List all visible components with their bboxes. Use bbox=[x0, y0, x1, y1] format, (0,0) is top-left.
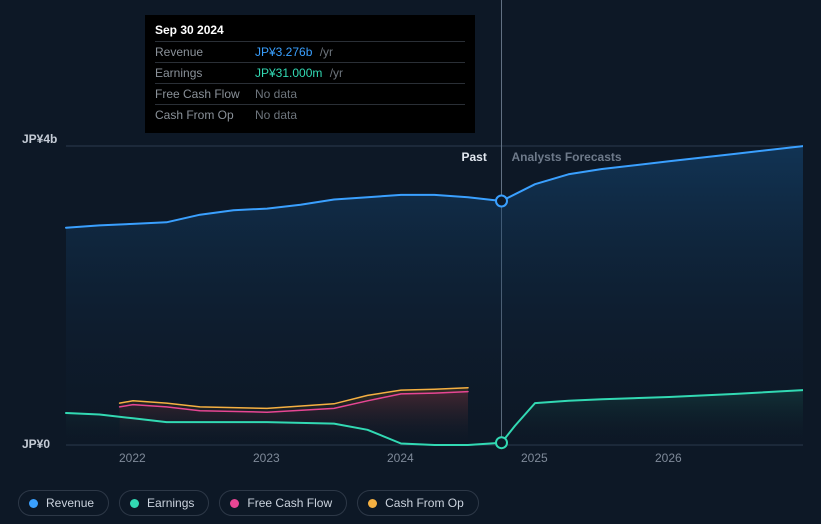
tooltip-value: JP¥31.000m /yr bbox=[255, 63, 465, 84]
legend-label: Free Cash Flow bbox=[247, 496, 332, 510]
legend-label: Revenue bbox=[46, 496, 94, 510]
tooltip-row: RevenueJP¥3.276b /yr bbox=[155, 42, 465, 63]
chart-legend: Revenue Earnings Free Cash Flow Cash From O… bbox=[18, 490, 479, 516]
legend-label: Earnings bbox=[147, 496, 194, 510]
x-axis-label: 2023 bbox=[253, 451, 280, 465]
tooltip-row: EarningsJP¥31.000m /yr bbox=[155, 63, 465, 84]
tooltip-value: No data bbox=[255, 84, 465, 105]
marker-revenue bbox=[496, 196, 507, 207]
x-axis-label: 2025 bbox=[521, 451, 548, 465]
y-axis-label: JP¥0 bbox=[22, 437, 50, 451]
legend-earnings[interactable]: Earnings bbox=[119, 490, 209, 516]
legend-revenue[interactable]: Revenue bbox=[18, 490, 109, 516]
x-axis-label: 2024 bbox=[387, 451, 414, 465]
tooltip-table: RevenueJP¥3.276b /yrEarningsJP¥31.000m /… bbox=[155, 41, 465, 125]
legend-dot-icon bbox=[130, 499, 139, 508]
tooltip-metric: Revenue bbox=[155, 42, 255, 63]
tooltip-row: Cash From OpNo data bbox=[155, 105, 465, 126]
x-axis-label: 2022 bbox=[119, 451, 146, 465]
x-axis-label: 2026 bbox=[655, 451, 682, 465]
legend-cash_from_op[interactable]: Cash From Op bbox=[357, 490, 479, 516]
chart-tooltip: Sep 30 2024 RevenueJP¥3.276b /yrEarnings… bbox=[145, 15, 475, 133]
forecast-label: Analysts Forecasts bbox=[512, 150, 622, 164]
y-axis-label: JP¥4b bbox=[22, 132, 57, 146]
tooltip-row: Free Cash FlowNo data bbox=[155, 84, 465, 105]
legend-dot-icon bbox=[230, 499, 239, 508]
tooltip-value: JP¥3.276b /yr bbox=[255, 42, 465, 63]
tooltip-metric: Earnings bbox=[155, 63, 255, 84]
tooltip-value: No data bbox=[255, 105, 465, 126]
legend-dot-icon bbox=[368, 499, 377, 508]
past-label: Past bbox=[462, 150, 487, 164]
legend-free_cash_flow[interactable]: Free Cash Flow bbox=[219, 490, 347, 516]
legend-dot-icon bbox=[29, 499, 38, 508]
legend-label: Cash From Op bbox=[385, 496, 464, 510]
tooltip-date: Sep 30 2024 bbox=[155, 23, 465, 41]
marker-earnings bbox=[496, 437, 507, 448]
tooltip-metric: Free Cash Flow bbox=[155, 84, 255, 105]
tooltip-metric: Cash From Op bbox=[155, 105, 255, 126]
